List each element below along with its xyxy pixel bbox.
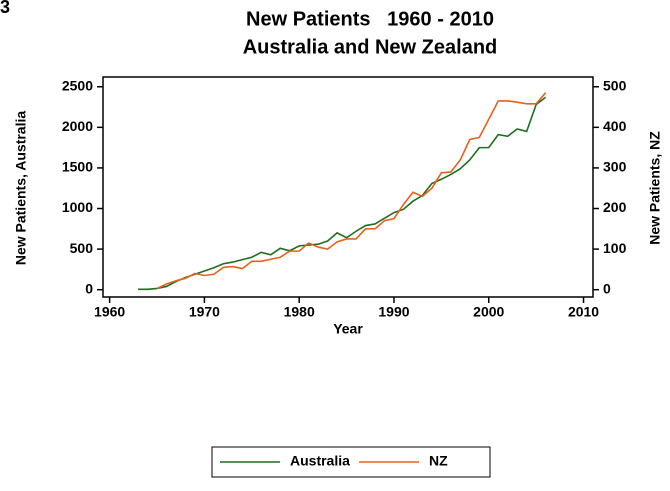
y2-tick-label: 0 — [603, 280, 611, 296]
y2-tick-label: 400 — [603, 118, 627, 134]
x-axis-label: Year — [333, 321, 363, 337]
y-tick-label: 2500 — [62, 77, 93, 93]
x-tick-label: 1980 — [284, 304, 315, 320]
y-tick-label: 0 — [85, 280, 93, 296]
y2-tick-label: 200 — [603, 199, 627, 215]
figure-label: 3 — [0, 0, 10, 17]
y-tick-label: 1000 — [62, 199, 93, 215]
x-tick-label: 1960 — [94, 304, 125, 320]
x-tick-label: 2010 — [568, 304, 599, 320]
chart-title: Australia and New Zealand — [243, 36, 498, 58]
line-series — [138, 96, 547, 291]
y2-tick-label: 300 — [603, 159, 627, 175]
x-tick-label: 2000 — [473, 304, 504, 320]
y2-tick-label: 500 — [603, 77, 627, 93]
y-tick-label: 1500 — [62, 159, 93, 175]
y-tick-label: 500 — [70, 240, 94, 256]
legend-label: NZ — [429, 453, 448, 469]
y-axis-label: New Patients, Australia — [13, 111, 29, 266]
y2-axis-label: New Patients, NZ — [647, 131, 663, 245]
x-tick-label: 1990 — [378, 304, 409, 320]
legend-label: Australia — [290, 453, 350, 469]
x-tick-label: 1970 — [189, 304, 220, 320]
chart-title: New Patients 1960 - 2010 — [246, 8, 494, 30]
plot-frame — [102, 76, 594, 298]
y2-tick-label: 100 — [603, 240, 627, 256]
y-tick-label: 2000 — [62, 118, 93, 134]
line-series — [156, 92, 547, 290]
